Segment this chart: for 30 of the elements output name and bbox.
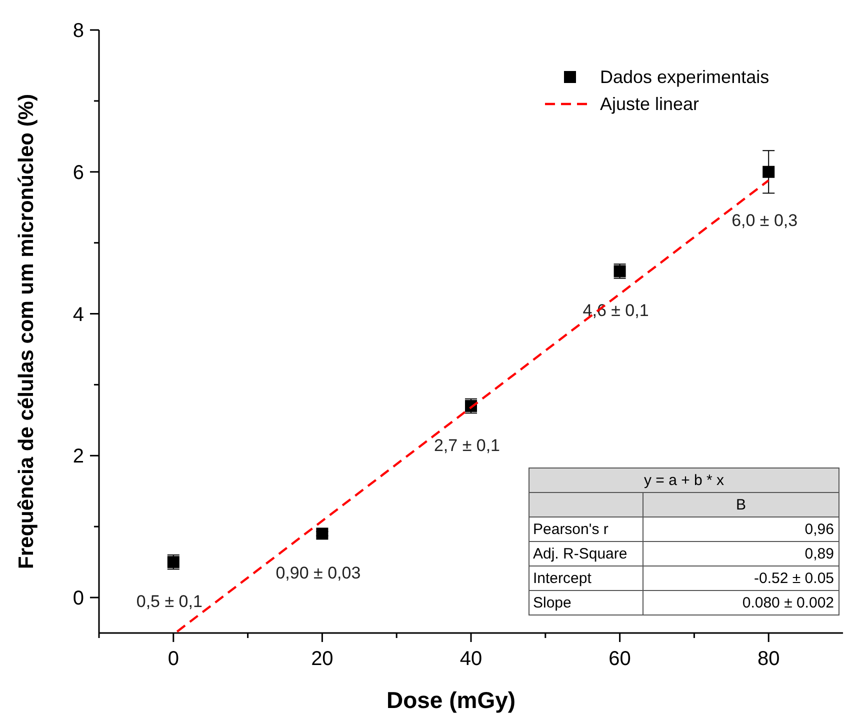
data-label: 2,7 ± 0,1 [434, 436, 500, 455]
annotation: Slope [533, 594, 572, 612]
x-tick-label: 0 [168, 648, 179, 670]
x-tick-label: 80 [757, 648, 780, 670]
annotation: B [736, 496, 746, 514]
point [316, 528, 328, 540]
y-axis-title: Frequência de células com um micronúcleo (%) [15, 94, 38, 569]
annotation: 0,89 [804, 546, 834, 562]
point [762, 166, 775, 178]
annotation: Adj. R-Square [533, 546, 628, 562]
legend-label: Dados experimentais [600, 67, 770, 87]
x-tick-label: 20 [311, 648, 334, 670]
legend-label: Ajuste linear [600, 94, 700, 114]
y-tick-label: 0 [72, 588, 84, 610]
annotation: Pearson's r [533, 521, 608, 538]
x-axis-title: Dose (mGy) [386, 687, 516, 713]
data-label: 0,5 ± 0,1 [136, 592, 202, 612]
x-tick-label: 40 [460, 648, 482, 670]
data-label: 6,0 ± 0,3 [732, 210, 798, 230]
y-tick-label: 2 [72, 446, 84, 468]
x-tick-label: 60 [608, 648, 631, 670]
y-tick-label: 8 [72, 20, 84, 42]
annotation: 0,96 [804, 521, 834, 538]
y-tick-label: 4 [72, 304, 84, 326]
y-tick-label: 6 [72, 162, 84, 184]
annotation: y = a + b * x [644, 472, 725, 489]
annotation: -0.52 ± 0.05 [754, 570, 834, 587]
annotation: Intercept [533, 570, 592, 587]
data-label: 0,90 ± 0,03 [276, 564, 361, 583]
annotation: 0.080 ± 0.002 [742, 594, 834, 612]
